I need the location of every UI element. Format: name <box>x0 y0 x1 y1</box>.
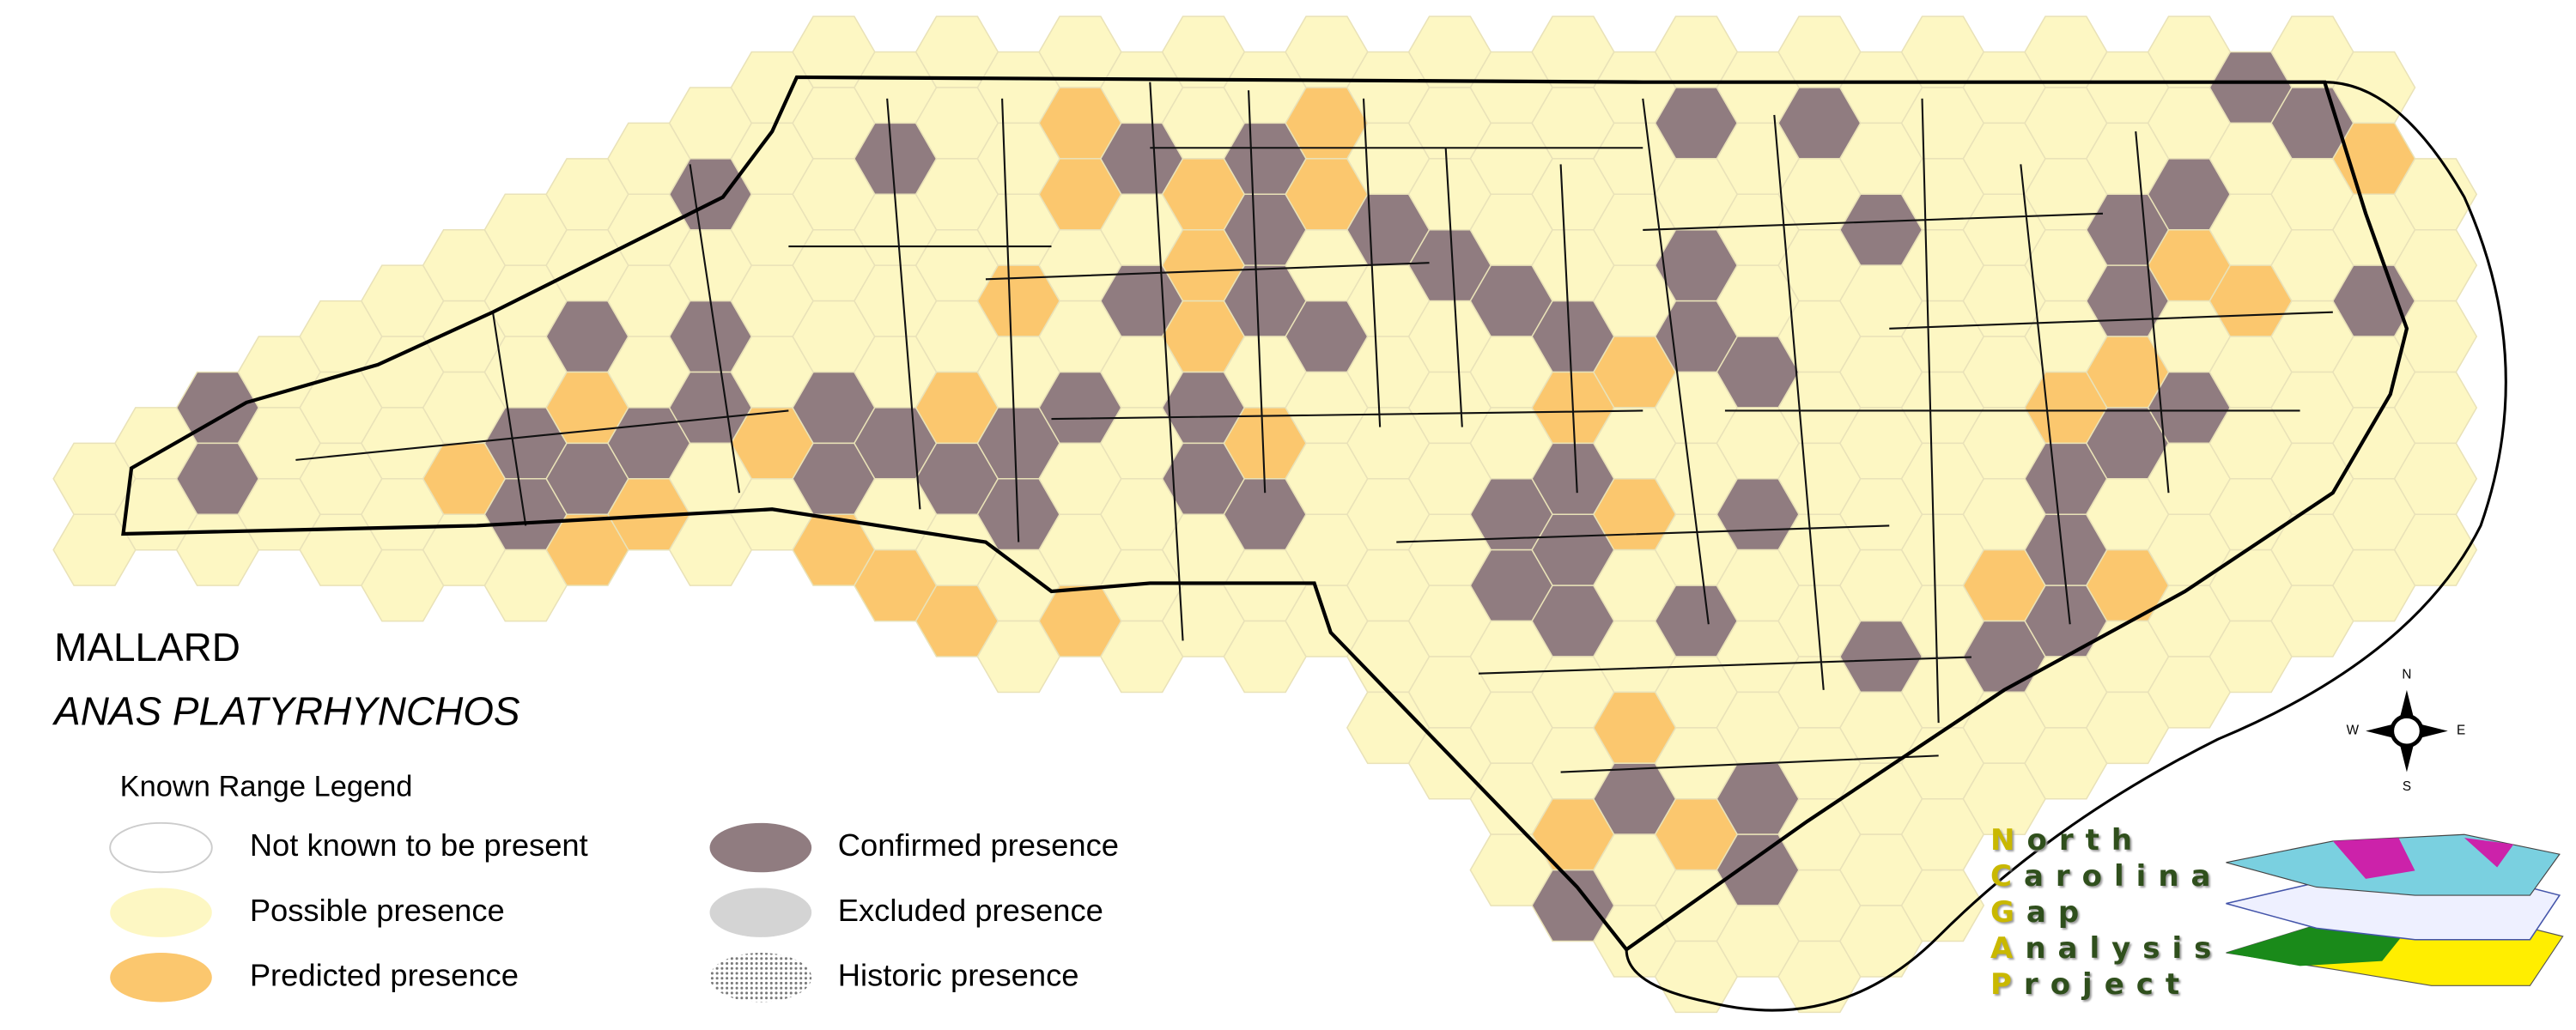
logo-line: Analysis <box>1990 931 2224 966</box>
legend-swatch <box>110 888 212 937</box>
state-outline <box>121 75 2409 953</box>
hex-grid <box>52 15 2478 1014</box>
logo-layer <box>2332 838 2514 879</box>
legend-label: Possible presence <box>250 893 505 928</box>
county-lines <box>295 82 2333 773</box>
compass-west: W <box>2347 724 2360 738</box>
legend-swatch <box>709 822 812 873</box>
legend-label: Confirmed presence <box>838 827 1119 863</box>
county-line <box>295 82 2333 773</box>
legend-label: Historic presence <box>838 957 1079 992</box>
offshore-boundary <box>1625 81 2507 1012</box>
compass-east: E <box>2457 724 2465 738</box>
logo-graphic <box>2226 833 2564 986</box>
logo-line: Carolina <box>1990 859 2223 894</box>
species-common-name: MALLARD <box>54 625 240 670</box>
legend-swatch <box>709 953 812 1003</box>
logo-line: North <box>1990 823 2145 857</box>
hex-cell <box>1900 869 1985 942</box>
legend-label: Not known to be present <box>250 827 588 863</box>
compass-south: S <box>2403 779 2411 794</box>
logo-text: North Carolina Gap Analysis Project <box>1990 822 2223 1003</box>
legend-swatch <box>110 953 212 1003</box>
compass: N S E W <box>2347 668 2466 794</box>
logo-line: Project <box>1990 967 2192 1002</box>
legend-label: Predicted presence <box>250 957 519 992</box>
compass-ring <box>2390 714 2424 748</box>
logo-line: Gap <box>1990 895 2092 930</box>
legend-label: Excluded presence <box>838 893 1103 928</box>
legend: Not known to be present Possible presence… <box>109 821 1119 1003</box>
species-scientific-name: ANAS PLATYRHYNCHOS <box>52 689 520 734</box>
legend-swatch <box>109 821 213 874</box>
legend-swatch <box>709 888 812 937</box>
compass-north: N <box>2402 668 2411 682</box>
legend-title: Known Range Legend <box>120 771 413 803</box>
